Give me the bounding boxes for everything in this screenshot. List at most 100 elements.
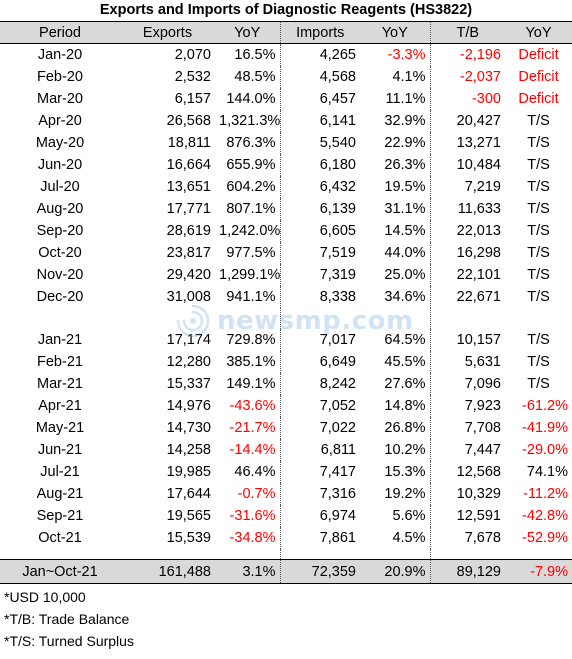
header-row: Period Exports YoY Imports YoY T/B YoY bbox=[0, 21, 572, 44]
header-period: Period bbox=[0, 21, 120, 44]
cell-imports: 7,017 bbox=[279, 329, 360, 351]
cell-exports-yoy: 655.9% bbox=[226, 157, 276, 173]
cell-trade-balance-yoy: 74.1% bbox=[526, 464, 568, 480]
cell-imports-yoy: 22.9% bbox=[384, 135, 426, 151]
gap-cell bbox=[0, 308, 120, 329]
cell-trade-balance-yoy: T/S bbox=[527, 201, 550, 217]
cell-exports: 17,174 bbox=[166, 332, 211, 348]
cell-imports: 72,359 bbox=[279, 559, 360, 584]
cell-trade-balance: 12,568 bbox=[429, 461, 505, 483]
cell-imports: 6,139 bbox=[279, 198, 360, 220]
cell-period: Jul-20 bbox=[40, 179, 80, 195]
cell-trade-balance-yoy: Deficit bbox=[518, 69, 559, 85]
cell-period: Aug-20 bbox=[36, 201, 84, 217]
cell-exports-yoy: 1,321.3% bbox=[219, 113, 281, 129]
cell-imports: 7,417 bbox=[279, 461, 360, 483]
cell-exports-yoy: 46.4% bbox=[234, 464, 276, 480]
cell-trade-balance-yoy: Deficit bbox=[518, 91, 559, 107]
cell-imports-yoy: 5.6% bbox=[392, 508, 426, 524]
gap-cell bbox=[505, 308, 572, 329]
cell-imports-yoy: 44.0% bbox=[384, 245, 426, 261]
cell-imports-yoy: 14.5% bbox=[384, 223, 426, 239]
cell-trade-balance: 7,096 bbox=[429, 373, 505, 395]
cell-period: Oct-21 bbox=[38, 530, 82, 546]
cell-imports-yoy: 11.1% bbox=[385, 91, 426, 107]
table-row: Apr-21 14,976 -43.6% 7,052 14.8% 7,923 -61.2% bbox=[0, 395, 572, 417]
cell-period: Mar-21 bbox=[37, 376, 83, 392]
cell-trade-balance: 10,157 bbox=[429, 329, 505, 351]
cell-imports: 6,141 bbox=[279, 110, 360, 132]
cell-exports: 14,976 bbox=[166, 398, 211, 414]
cell-period: Sep-21 bbox=[36, 508, 84, 524]
cell-imports-yoy: 45.5% bbox=[384, 354, 426, 370]
cell-exports: 2,532 bbox=[174, 69, 211, 85]
cell-period: May-21 bbox=[35, 420, 85, 436]
cell-exports: 16,664 bbox=[166, 157, 211, 173]
cell-period: Dec-20 bbox=[36, 289, 84, 305]
cell-imports: 7,022 bbox=[279, 417, 360, 439]
cell-imports-yoy: 32.9% bbox=[384, 113, 426, 129]
table-row: Sep-20 28,619 1,242.0% 6,605 14.5% 22,013 T/S bbox=[0, 220, 572, 242]
cell-exports-yoy: 149.1% bbox=[226, 376, 276, 392]
header-exports-yoy: YoY bbox=[215, 21, 280, 44]
cell-exports: 161,488 bbox=[120, 559, 215, 584]
cell-trade-balance-yoy: -61.2% bbox=[522, 398, 568, 414]
cell-trade-balance-yoy: Deficit bbox=[518, 47, 559, 63]
table-row: Mar-20 6,157 144.0% 6,457 11.1% -300 Deficit bbox=[0, 88, 572, 110]
cell-imports-yoy: 34.6% bbox=[384, 289, 426, 305]
cell-trade-balance: -300 bbox=[429, 88, 505, 110]
cell-trade-balance-yoy: T/S bbox=[527, 157, 550, 173]
table-row: Jan-20 2,070 16.5% 4,265 -3.3% -2,196 Deficit bbox=[0, 43, 572, 66]
cell-imports-yoy: 26.8% bbox=[384, 420, 426, 436]
cell-trade-balance-yoy: T/S bbox=[527, 223, 550, 239]
cell-imports-yoy: 10.2% bbox=[384, 442, 426, 458]
cell-trade-balance-yoy: -7.9% bbox=[505, 559, 572, 584]
cell-period: Jul-21 bbox=[40, 464, 80, 480]
cell-trade-balance-yoy: T/S bbox=[527, 376, 550, 392]
cell-exports: 23,817 bbox=[166, 245, 211, 261]
cell-imports-yoy: 19.2% bbox=[384, 486, 426, 502]
footnote-turned-surplus: *T/S: Turned Surplus bbox=[4, 633, 134, 649]
cell-trade-balance: 10,329 bbox=[429, 483, 505, 505]
total-row: Jan~Oct-21 161,488 3.1% 72,359 20.9% 89,129 -7… bbox=[0, 559, 572, 584]
table-row: Oct-21 15,539 -34.8% 7,861 4.5% 7,678 -52.9% bbox=[0, 527, 572, 549]
spacer-cell bbox=[215, 549, 280, 560]
gap-cell bbox=[279, 308, 360, 329]
cell-imports-yoy: 15.3% bbox=[384, 464, 426, 480]
cell-exports: 18,811 bbox=[167, 135, 211, 151]
cell-imports-yoy: 4.5% bbox=[392, 530, 426, 546]
table-row: Jul-21 19,985 46.4% 7,417 15.3% 12,568 74.1% bbox=[0, 461, 572, 483]
cell-imports: 8,242 bbox=[279, 373, 360, 395]
cell-trade-balance-yoy: T/S bbox=[527, 332, 550, 348]
cell-exports-yoy: 48.5% bbox=[234, 69, 276, 85]
cell-imports: 6,974 bbox=[279, 505, 360, 527]
cell-imports: 7,052 bbox=[279, 395, 360, 417]
cell-exports: 2,070 bbox=[174, 47, 211, 63]
cell-period: Jan-20 bbox=[37, 47, 83, 63]
cell-trade-balance-yoy: T/S bbox=[527, 267, 550, 283]
cell-imports-yoy: 31.1% bbox=[384, 201, 426, 217]
spacer-row bbox=[0, 549, 572, 560]
cell-imports-yoy: 64.5% bbox=[384, 332, 426, 348]
cell-imports: 7,316 bbox=[279, 483, 360, 505]
cell-exports: 6,157 bbox=[174, 91, 211, 107]
cell-trade-balance-yoy: T/S bbox=[527, 113, 550, 129]
cell-exports: 26,568 bbox=[166, 113, 211, 129]
cell-imports: 6,457 bbox=[279, 88, 360, 110]
table-row: Jul-20 13,651 604.2% 6,432 19.5% 7,219 T/S bbox=[0, 176, 572, 198]
cell-exports: 19,985 bbox=[166, 464, 211, 480]
gap-cell bbox=[215, 308, 280, 329]
cell-imports: 4,568 bbox=[279, 66, 360, 88]
cell-imports-yoy: 4.1% bbox=[392, 69, 426, 85]
cell-trade-balance: 7,708 bbox=[429, 417, 505, 439]
cell-period: Feb-21 bbox=[37, 354, 83, 370]
cell-imports-yoy: 19.5% bbox=[384, 179, 426, 195]
table-row: Oct-20 23,817 977.5% 7,519 44.0% 16,298 T/S bbox=[0, 242, 572, 264]
cell-imports: 6,432 bbox=[279, 176, 360, 198]
cell-trade-balance-yoy: -11.2% bbox=[523, 486, 568, 502]
cell-exports-yoy: 1,299.1% bbox=[219, 267, 281, 283]
header-trade-balance: T/B bbox=[429, 21, 505, 44]
cell-imports-yoy: 25.0% bbox=[384, 267, 426, 283]
cell-imports-yoy: 27.6% bbox=[384, 376, 426, 392]
cell-trade-balance-yoy: T/S bbox=[527, 135, 550, 151]
